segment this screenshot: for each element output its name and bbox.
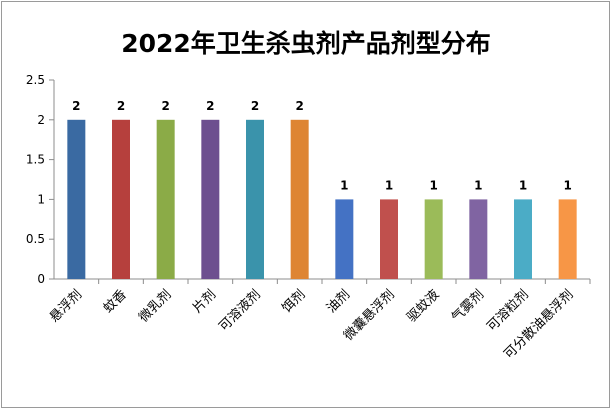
- bar: [424, 199, 443, 279]
- bar: [514, 199, 532, 279]
- y-tick-label: 1: [37, 192, 45, 206]
- y-tick-label: 1.5: [26, 153, 45, 167]
- category-label: 饵剂: [279, 287, 308, 316]
- data-label: 1: [519, 178, 527, 192]
- bar: [67, 119, 86, 279]
- data-label: 1: [563, 178, 571, 192]
- category-label: 油剂: [324, 287, 353, 316]
- category-label: 蚊香: [101, 287, 130, 316]
- data-label: 1: [474, 178, 482, 192]
- data-label: 2: [251, 99, 259, 113]
- bar: [335, 199, 354, 279]
- chart-title: 2022年卫生杀虫剂产品剂型分布: [121, 29, 491, 58]
- data-label: 1: [385, 178, 393, 192]
- bar: [112, 119, 130, 279]
- category-label: 可溶液剂: [216, 287, 263, 334]
- data-label: 2: [72, 99, 80, 113]
- bar: [246, 119, 264, 279]
- data-label: 1: [340, 178, 348, 192]
- bar: [156, 119, 175, 279]
- bar: [201, 119, 220, 279]
- bar: [380, 199, 398, 279]
- category-label: 微乳剂: [136, 287, 174, 325]
- category-label: 驱蚊液: [404, 287, 442, 325]
- data-label: 2: [206, 99, 214, 113]
- y-tick-label: 2.5: [26, 73, 45, 87]
- category-label: 悬浮剂: [47, 287, 85, 325]
- data-label: 2: [295, 99, 303, 113]
- bar: [558, 199, 577, 279]
- y-tick-label: 0: [37, 272, 45, 286]
- y-tick-label: 2: [37, 113, 45, 127]
- category-label: 气雾剂: [448, 287, 487, 326]
- data-label: 2: [117, 99, 125, 113]
- data-label: 1: [429, 178, 437, 192]
- category-label: 片剂: [190, 287, 219, 316]
- bar: [469, 199, 488, 279]
- y-tick-label: 0.5: [26, 232, 45, 246]
- data-label: 2: [161, 99, 169, 113]
- plot-area: 00.511.522.52悬浮剂2蚊香2微乳剂2片剂2可溶液剂2饵剂1油剂1微囊…: [26, 73, 591, 362]
- bar: [290, 119, 309, 279]
